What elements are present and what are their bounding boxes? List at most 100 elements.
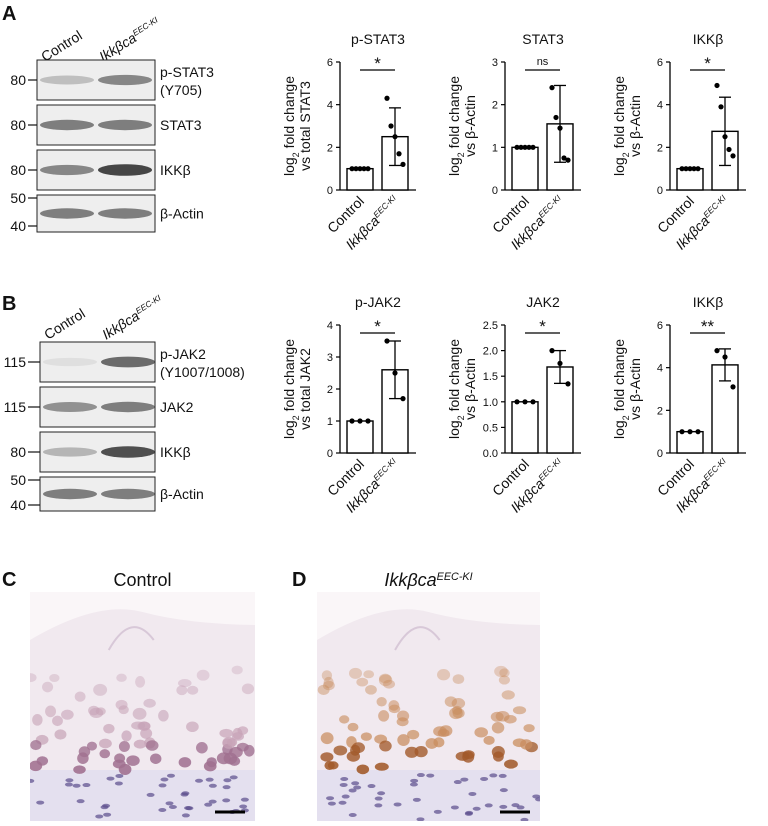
data-point [730,384,736,390]
label-superscript: EEC-KI [701,455,728,482]
lane-label: Control [38,27,85,64]
nucleus [187,685,199,695]
stromal-cell [184,806,193,811]
y-label-text: fold change [281,339,297,415]
label-superscript: EEC-KI [371,192,398,219]
blot-band [101,356,155,368]
protein-label: IKKβ [160,162,191,178]
nucleus [237,726,249,735]
nucleus [474,727,488,738]
data-point [526,144,532,150]
nucleus [150,753,162,764]
stromal-cell [412,797,421,802]
y-label-line: log2 fold change [611,76,631,176]
stromal-cell [326,796,335,801]
blot-band [98,164,152,176]
stromal-cell [353,785,362,790]
chart-title: p-STAT3 [351,31,405,47]
stromal-cell [195,778,204,783]
data-point [392,134,398,140]
data-point [357,166,363,172]
nucleus [176,685,188,696]
nucleus [492,751,504,762]
panel-label: C [2,569,16,591]
nucleus [501,690,515,700]
label-superscript: EEC-KI [437,571,473,583]
y-label-line: log2 fold change [446,339,466,439]
y-label-subscript: 2 [621,152,631,157]
y-tick-label: 0 [327,448,333,460]
stromal-cell [460,777,469,782]
nucleus [30,760,43,772]
mw-marker: 80 [10,117,26,133]
data-point [695,429,701,435]
y-label-subscript: 2 [291,152,301,157]
nucleus [49,674,60,683]
stromal-cell [166,773,175,778]
nucleus [143,698,156,708]
y-label-subscript: 2 [456,152,466,157]
stromal-cell [165,801,174,806]
nucleus [322,680,335,691]
stromal-cell [468,791,477,796]
y-label-subscript: 2 [456,415,466,420]
data-point [557,360,563,366]
error-bar [719,96,731,167]
mw-marker: 50 [10,190,26,206]
data-point [392,370,398,376]
stromal-cell [222,798,231,803]
y-tick-label: 0 [327,185,333,197]
stromal-cell [240,797,249,802]
y-label-line: log2 fold change [446,76,466,176]
nucleus [498,675,510,685]
blot-band [40,208,94,219]
y-tick-label: 1.5 [483,371,498,383]
nucleus [376,696,387,707]
significance-label: * [704,54,711,73]
y-label-text: fold change [446,76,462,152]
y-label-line: log2 fold change [281,339,301,439]
keratin-fold [107,626,155,651]
y-label-line: vs β-Actin [462,358,478,420]
chart-title: IKKβ [693,31,724,47]
stromal-cell [103,812,112,817]
data-point [522,144,528,150]
bar [676,167,704,191]
y-tick-label: 2 [492,100,498,112]
nucleus [77,752,89,764]
stromal-cell [520,817,529,821]
data-point [384,338,390,344]
nucleus [349,667,363,679]
bar [511,146,539,191]
data-point [530,399,536,405]
nucleus [115,699,128,710]
chart-title: STAT3 [522,31,564,47]
lane-label: IkkβcaEEC-KI [99,292,166,342]
nucleus [451,698,466,709]
nucleus [347,722,359,732]
nucleus [351,742,365,754]
blot-band [43,488,97,500]
significance-label: ** [701,317,715,336]
mw-marker: 115 [4,354,27,370]
stromal-cell [409,782,418,787]
nucleus [452,674,465,685]
y-tick-label: 6 [657,57,663,69]
nucleus [378,674,393,687]
y-tick-label: 4 [657,100,663,112]
label-superscript: EEC-KI [536,192,563,219]
nucleus [99,749,111,759]
nucleus [98,738,112,749]
nucleus [333,745,348,756]
stromal-cell [450,805,459,810]
stromal-cell [374,803,383,808]
data-point [549,348,555,354]
label-superscript: EEC-KI [131,14,161,38]
nucleus [494,665,508,677]
mw-marker: 50 [10,472,26,488]
stromal-cell [484,803,493,808]
y-tick-label: 3 [492,57,498,69]
y-tick-label: 0.5 [483,422,498,434]
nucleus [504,759,518,769]
